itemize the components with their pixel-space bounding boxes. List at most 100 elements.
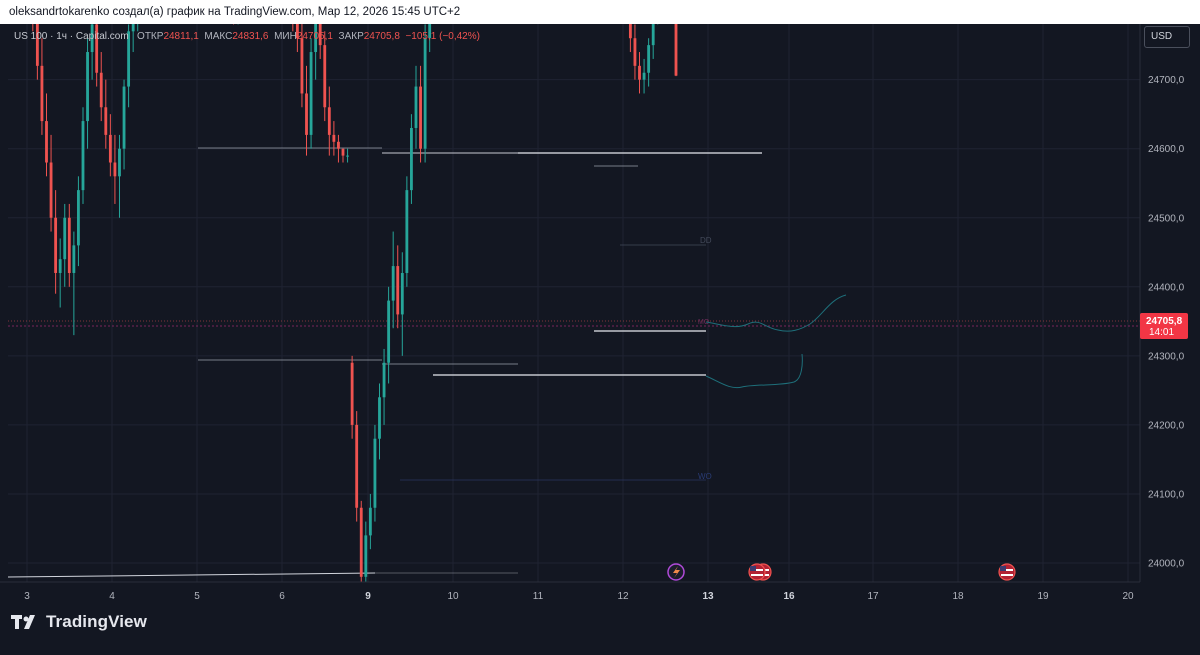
mo-label: MO	[698, 319, 710, 326]
attribution-text: oleksandrtokarenko создал(а) график на T…	[9, 6, 461, 18]
current-price-value: 24705,8	[1146, 316, 1183, 327]
candle	[305, 65, 308, 156]
x-tick-label: 10	[447, 591, 459, 602]
lightning-event-icon[interactable]	[667, 563, 685, 581]
x-tick-label: 19	[1037, 591, 1049, 602]
candles	[31, 0, 678, 584]
countdown-value: 14:01	[1149, 327, 1174, 338]
footer-bar	[0, 609, 1200, 655]
candle	[396, 245, 400, 329]
candle	[628, 0, 632, 53]
candle	[391, 231, 395, 329]
y-tick-label: 24700,0	[1148, 75, 1185, 86]
candle	[373, 424, 377, 522]
candle	[410, 114, 413, 204]
x-tick-label: 5	[194, 591, 200, 602]
candle	[638, 52, 641, 94]
attribution-bar: oleksandrtokarenko создал(а) график на T…	[0, 0, 1200, 24]
candle	[382, 348, 386, 425]
close-value: 24705,8	[363, 31, 400, 42]
close-label: ЗАКР	[338, 31, 364, 42]
candle	[40, 38, 44, 135]
x-tick-label: 6	[279, 591, 285, 602]
candle	[378, 383, 381, 460]
candle	[651, 3, 655, 59]
x-tick-label: 3	[24, 591, 30, 602]
candle	[359, 500, 363, 584]
y-tick-label: 24000,0	[1148, 559, 1185, 570]
candle	[118, 134, 121, 218]
candle	[337, 134, 340, 163]
time-axis: 3 4 5 6 9 10 11 12 13 16 17 18 19 20	[0, 581, 1140, 609]
y-tick-label: 24500,0	[1148, 213, 1185, 224]
candle	[122, 79, 126, 170]
candle	[642, 58, 646, 94]
candle	[72, 231, 76, 336]
candle	[405, 176, 409, 287]
candle	[341, 148, 345, 163]
candle	[368, 493, 372, 550]
level-lines: DD WO MO	[7, 147, 1140, 578]
candle	[99, 52, 103, 122]
y-tick-label: 24300,0	[1148, 351, 1185, 362]
candle	[113, 134, 117, 204]
candle	[419, 65, 422, 163]
ohlc-legend: US 100 · 1ч · Capital.com ОТКР24811,1 МА…	[14, 30, 480, 43]
candle	[104, 79, 108, 149]
us-flag-icon[interactable]	[748, 563, 766, 581]
projection-lower	[705, 353, 803, 389]
candle	[327, 86, 331, 156]
x-tick-label: 18	[952, 591, 964, 602]
x-tick-label: 9	[365, 591, 371, 602]
change-value: −105,1 (−0,42%)	[405, 31, 480, 42]
y-tick-label: 24200,0	[1148, 420, 1185, 431]
candle	[58, 238, 62, 308]
candle	[300, 10, 304, 108]
projection-upper	[705, 294, 847, 332]
x-tick-label: 4	[109, 591, 115, 602]
y-tick-label: 24100,0	[1148, 489, 1185, 500]
x-tick-label: 11	[533, 591, 544, 602]
us-flag-icon[interactable]	[998, 563, 1016, 581]
symbol-label[interactable]: US 100 · 1ч · Capital.com	[14, 31, 129, 42]
candle	[633, 24, 637, 80]
wo-label: WO	[698, 472, 712, 481]
x-tick-label: 17	[867, 591, 879, 602]
candle	[355, 411, 359, 522]
candle	[647, 38, 651, 87]
candle	[77, 176, 80, 267]
x-tick-label: 20	[1122, 591, 1134, 602]
candle	[67, 203, 71, 287]
chart-area[interactable]: DD WO MO 24000,0 24100,0 24200,0 24300,0 244…	[0, 0, 1200, 609]
candle	[45, 93, 48, 177]
y-tick-label: 24600,0	[1148, 144, 1185, 155]
candle	[81, 107, 85, 204]
low-label: МИН	[274, 31, 297, 42]
high-value: 24831,6	[232, 31, 269, 42]
currency-button[interactable]: USD	[1144, 26, 1190, 48]
candle	[674, 0, 678, 77]
y-tick-label: 24400,0	[1148, 282, 1185, 293]
candle	[346, 148, 349, 163]
candle	[309, 38, 313, 149]
high-label: МАКС	[204, 31, 233, 42]
event-icons[interactable]	[667, 563, 1016, 581]
projection-paths	[705, 294, 847, 389]
tradingview-logo[interactable]: TradingView	[10, 612, 147, 632]
candle	[364, 521, 368, 584]
candle	[54, 190, 58, 294]
open-value: 24811,1	[163, 31, 199, 42]
current-price-tag: 24705,8 14:01	[1140, 313, 1188, 339]
candle	[400, 252, 404, 356]
candle	[95, 10, 99, 87]
candle	[423, 24, 427, 163]
dd-label: DD	[700, 236, 712, 245]
candle	[49, 134, 53, 232]
x-tick-label: 12	[617, 591, 629, 602]
price-chart[interactable]: DD WO MO 24000,0 24100,0 24200,0 24300,0 244…	[0, 0, 1200, 609]
candle	[323, 31, 327, 122]
candle	[108, 114, 112, 177]
candle	[332, 121, 336, 156]
tradingview-logo-icon	[11, 615, 35, 629]
candle	[63, 203, 67, 287]
